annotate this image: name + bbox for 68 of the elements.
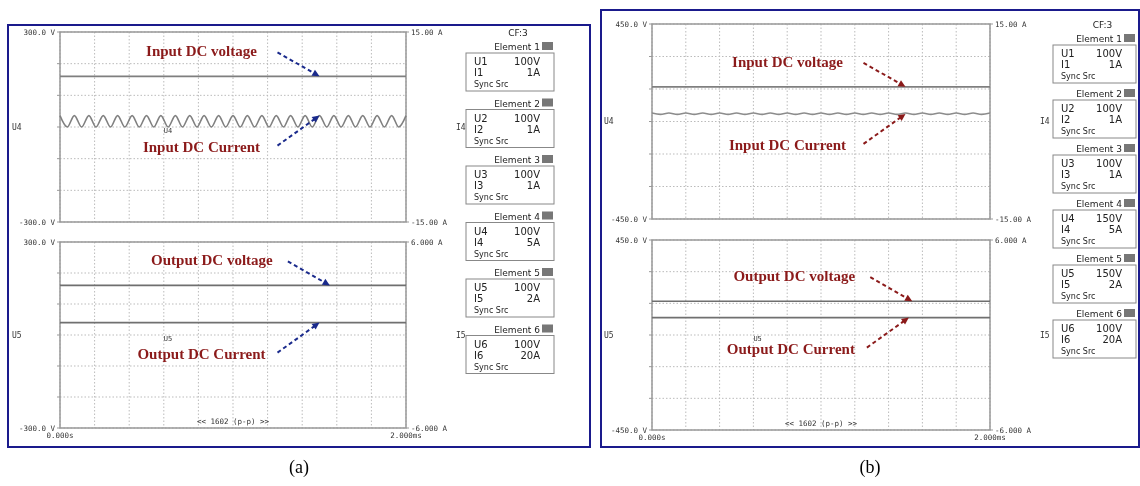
text: U1 100V [474, 56, 540, 67]
annotation: Output DC voltage [151, 252, 274, 269]
y2-axis-title: I5 [1040, 330, 1050, 340]
text: I4 5A [474, 236, 540, 248]
y-axis-title: U4 [604, 117, 614, 127]
text: I6 20A [474, 349, 540, 361]
annotation: Input DC Current [142, 138, 261, 155]
y-axis-title: U4 [12, 122, 22, 132]
text: U3 100V [1061, 158, 1122, 169]
y2-axis-title: I4 [456, 122, 466, 132]
text: Sync Src [1061, 347, 1096, 356]
text: (b) [859, 457, 881, 478]
text: Element 6 [1076, 309, 1123, 319]
annotation: Output DC voltage [733, 268, 856, 285]
text: Element 4 [494, 211, 541, 222]
text: I6 20A [1061, 334, 1122, 345]
text: Element 5 [494, 268, 540, 278]
text: I1 1A [1061, 59, 1122, 70]
text: Element 6 [494, 324, 541, 335]
text: Element 3 [1076, 144, 1122, 154]
text: U5 100V [474, 282, 540, 293]
text: Element 2 [494, 98, 540, 109]
annotation: Input DC voltage [732, 53, 844, 70]
text: U6 100V [1061, 323, 1122, 334]
text: I5 2A [1061, 279, 1122, 290]
text: Element 3 [494, 155, 540, 165]
text: Sync Src [474, 80, 509, 89]
text: U3 100V [474, 169, 540, 180]
text: Sync Src [1061, 182, 1096, 191]
text: I4 5A [1061, 224, 1122, 235]
text: Element 4 [1076, 199, 1123, 209]
text: Sync Src [474, 362, 509, 372]
text: I2 1A [1061, 114, 1122, 125]
text: Sync Src [474, 193, 509, 202]
text: U1 100V [1061, 48, 1122, 59]
annotation: Input DC voltage [146, 43, 258, 60]
text: U2 100V [474, 112, 540, 124]
text: Sync Src [1061, 292, 1096, 301]
text: CF:3 [508, 28, 528, 38]
text: CF:3 [1092, 20, 1113, 30]
y2-axis-title: I5 [456, 330, 466, 340]
text: Element 2 [1076, 89, 1122, 99]
text: Element 1 [1076, 34, 1122, 44]
text: Sync Src [1061, 72, 1096, 81]
text: Sync Src [1061, 127, 1096, 136]
y2-axis-title: I4 [1040, 117, 1050, 127]
text: U5 150V [1061, 268, 1122, 279]
text: U4 100V [474, 225, 540, 237]
annotation: Output DC Current [137, 345, 266, 362]
text: I3 1A [1061, 169, 1122, 180]
text: I3 1A [474, 180, 540, 191]
text: Sync Src [474, 249, 509, 259]
text: I5 2A [474, 293, 540, 304]
y-axis-title: U5 [604, 330, 614, 340]
text: Sync Src [1061, 237, 1096, 246]
annotation: Output DC Current [726, 340, 855, 357]
text: Sync Src [474, 306, 509, 315]
text: U2 100V [1061, 103, 1122, 114]
annotation: Input DC Current [728, 136, 847, 153]
text: I1 1A [474, 67, 540, 78]
text: U6 100V [474, 338, 540, 350]
text: I2 1A [474, 123, 540, 135]
text: U4 150V [1061, 213, 1122, 224]
y-axis-title: U5 [12, 330, 22, 340]
text: Element 1 [494, 42, 540, 52]
text: (a) [289, 457, 309, 478]
text: Element 5 [1076, 254, 1122, 264]
text: Sync Src [474, 136, 509, 146]
